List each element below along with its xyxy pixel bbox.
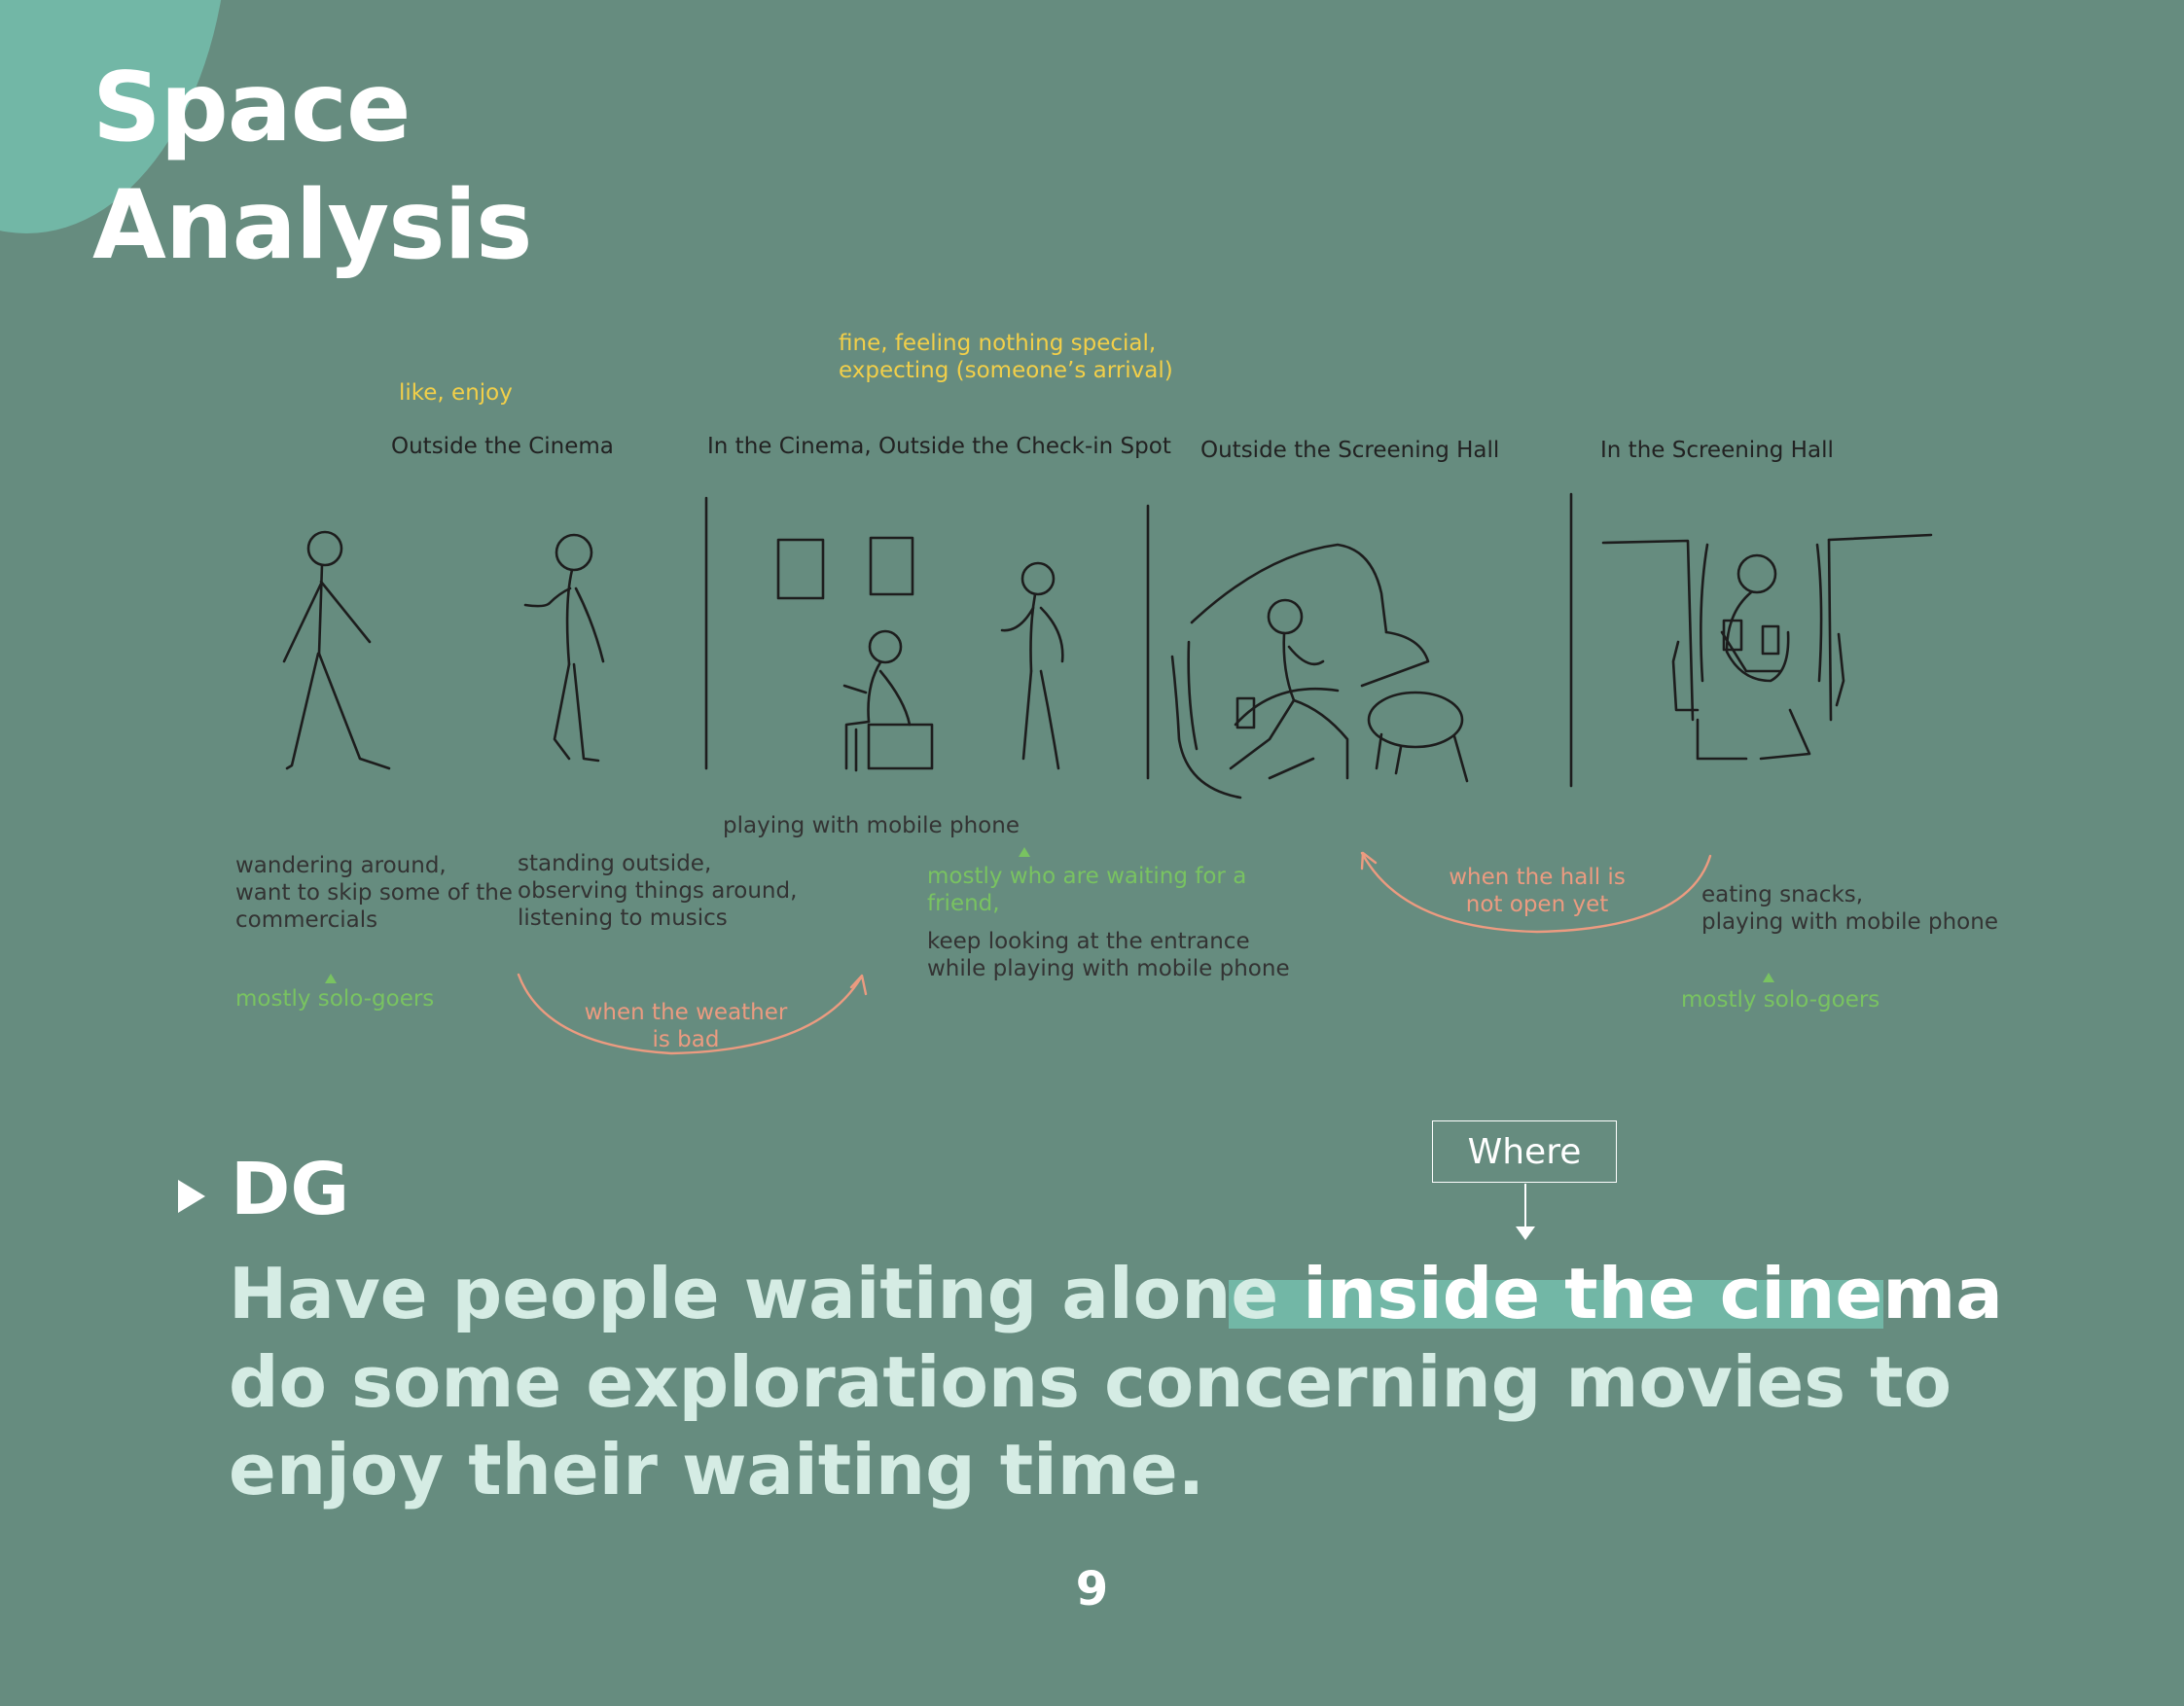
marker-waiting-friend xyxy=(1019,847,1030,857)
poster-1 xyxy=(776,538,825,600)
highlight-bar xyxy=(1229,1280,1883,1329)
weather-arc xyxy=(517,973,863,1055)
marker-solo-1 xyxy=(325,974,337,983)
figure-waiting xyxy=(1000,561,1064,770)
figure-sitting xyxy=(842,629,934,772)
note-keep-looking: keep looking at the entrance while playi… xyxy=(927,929,1290,981)
statement-line-1-text: Have people waiting alone xyxy=(229,1253,1304,1334)
poster-2 xyxy=(869,536,914,596)
title-line-2: Analysis xyxy=(92,170,532,281)
hall-arc xyxy=(1360,851,1712,934)
statement-line-1: Have people waiting alone inside the cin… xyxy=(229,1259,2003,1329)
stage-checkin: In the Cinema, Outside the Check-in Spot xyxy=(707,434,1171,459)
note-wandering: wandering around, want to skip some of t… xyxy=(235,853,513,933)
transition-weather: when the weather is bad xyxy=(584,1000,788,1052)
note-playing-phone: playing with mobile phone xyxy=(723,813,1020,838)
transition-hall: when the hall is not open yet xyxy=(1449,865,1626,917)
hall-arc-tip xyxy=(1360,851,1378,871)
where-pointer-line xyxy=(1524,1184,1526,1226)
where-callout: Where xyxy=(1432,1120,1617,1183)
statement-highlight: inside the cinema xyxy=(1303,1253,2003,1334)
stage-in-hall: In the Screening Hall xyxy=(1600,438,1834,463)
page-number: 9 xyxy=(1075,1562,1109,1617)
feeling-outside: like, enjoy xyxy=(399,380,513,406)
title-line-1: Space xyxy=(92,53,411,163)
note-standing: standing outside, observing things aroun… xyxy=(518,851,798,931)
statement-line-2: do some explorations concerning movies t… xyxy=(229,1341,1952,1423)
feeling-checkin-2: expecting (someone’s arrival) xyxy=(839,358,1173,383)
feeling-checkin-1: fine, feeling nothing special, xyxy=(839,331,1157,356)
figure-walking xyxy=(282,530,391,770)
group-solo-2: mostly solo-goers xyxy=(1681,987,1880,1013)
play-triangle-icon xyxy=(178,1180,205,1213)
statement-line-3: enjoy their waiting time. xyxy=(229,1429,1205,1511)
group-solo-1: mostly solo-goers xyxy=(235,986,435,1012)
group-waiting-friend: mostly who are waiting for a friend, xyxy=(927,864,1247,916)
figure-standing xyxy=(523,533,605,763)
marker-solo-2 xyxy=(1763,973,1774,982)
stage-outside-cinema: Outside the Cinema xyxy=(391,434,614,459)
figure-cinema-seat xyxy=(1601,533,1933,761)
where-pointer-tip xyxy=(1516,1226,1535,1240)
weather-arc-tip xyxy=(849,974,868,996)
stage-outside-hall: Outside the Screening Hall xyxy=(1200,438,1500,463)
dg-label: DG xyxy=(231,1148,350,1231)
figure-sofa xyxy=(1170,543,1469,800)
note-eating: eating snacks, playing with mobile phone xyxy=(1701,882,1998,935)
